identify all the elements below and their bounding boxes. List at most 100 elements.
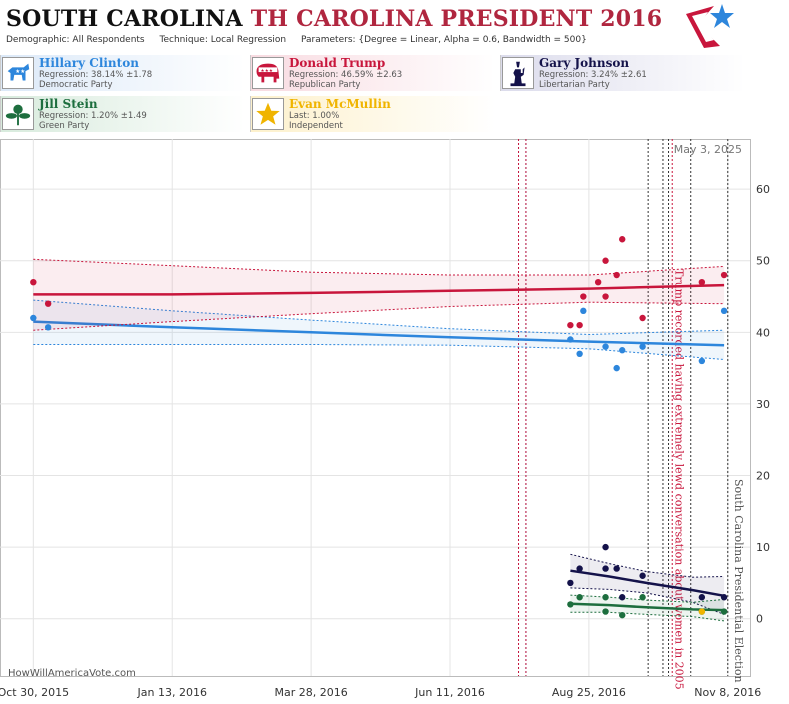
y-tick-label: 10: [756, 541, 770, 554]
title-race: TH CAROLINA PRESIDENT 2016: [250, 6, 663, 32]
x-tick-label: Jan 13, 2016: [137, 686, 207, 699]
data-point: [567, 579, 574, 587]
candidate-name: Gary Johnson: [539, 56, 630, 70]
y-tick-label: 50: [756, 255, 770, 268]
data-point: [30, 279, 37, 286]
data-point: [602, 543, 609, 551]
confidence-upper-line: [33, 299, 725, 336]
site-watermark: HowWillAmericaVote.com: [8, 668, 136, 679]
candidate-party: Libertarian Party: [539, 80, 610, 90]
data-point: [639, 572, 646, 579]
candidate-name: Hillary Clinton: [39, 56, 139, 70]
confidence-upper-line: [570, 553, 725, 578]
data-point: [613, 565, 620, 572]
parameters-bar: Demographic: All Respondents Technique: …: [6, 35, 599, 45]
data-point: [594, 279, 602, 286]
data-point: [567, 336, 574, 343]
event-annotation: South Carolina Presidential Election: [732, 479, 745, 683]
data-point: [602, 565, 609, 572]
data-point: [44, 300, 52, 307]
candidate-party: Green Party: [39, 121, 90, 131]
y-tick-label: 0: [756, 613, 763, 626]
data-point: [639, 343, 646, 350]
candidate-party: Republican Party: [289, 80, 361, 90]
candidate-card-stein: Jill Stein Regression: 1.20% ±1.49 Green…: [0, 96, 245, 132]
plot-area: [0, 139, 751, 677]
trend-line: [33, 320, 725, 347]
trend-line: [570, 569, 725, 598]
flower-icon: [2, 98, 34, 130]
confidence-band: [33, 259, 725, 331]
y-tick-label: 40: [756, 326, 770, 339]
candidate-regression: Regression: 38.14% ±1.78: [39, 70, 153, 80]
demographic-label: Demographic: All Respondents: [6, 35, 145, 45]
data-point: [720, 594, 728, 601]
event-annotation: Trump recorded having extremely lewd con…: [673, 269, 686, 690]
data-point: [619, 611, 626, 619]
x-tick-label: Mar 28, 2016: [274, 686, 347, 699]
confidence-band: [570, 554, 725, 615]
data-point: [698, 608, 706, 615]
star-icon: [252, 98, 284, 130]
confidence-band: [33, 300, 725, 360]
data-point: [602, 293, 609, 300]
x-tick-label: Oct 30, 2015: [0, 686, 69, 699]
parameters-label: Parameters: {Degree = Linear, Alpha = 0.…: [301, 35, 587, 45]
x-tick-label: Nov 8, 2016: [694, 686, 761, 699]
confidence-upper-line: [570, 594, 725, 603]
data-point: [567, 321, 574, 329]
data-point: [576, 321, 583, 329]
data-point: [698, 279, 706, 286]
data-point: [602, 257, 609, 264]
data-point: [720, 608, 728, 615]
confidence-lower-line: [570, 611, 725, 622]
data-point: [44, 324, 52, 331]
title-state: SOUTH CAROLINA: [6, 6, 243, 32]
svg-text:★★★: ★★★: [261, 68, 274, 74]
candidate-party: Democratic Party: [39, 80, 113, 90]
data-point: [567, 601, 574, 608]
y-tick-label: 20: [756, 470, 770, 483]
page-title: SOUTH CAROLINA TH CAROLINA PRESIDENT 201…: [6, 6, 662, 32]
data-point: [698, 357, 706, 365]
liberty-icon: [502, 57, 534, 89]
candidate-card-johnson: Gary Johnson Regression: 3.24% ±2.61 Lib…: [500, 55, 745, 91]
date-label: May 3, 2025: [674, 143, 742, 156]
data-point: [613, 364, 620, 372]
data-point: [580, 307, 587, 315]
data-point: [698, 594, 706, 601]
candidate-regression: Regression: 1.20% ±1.49: [39, 111, 147, 121]
site-logo-icon: [686, 4, 734, 48]
trend-line: [33, 283, 725, 296]
candidate-name: Jill Stein: [39, 97, 98, 111]
candidate-name: Donald Trump: [289, 56, 386, 70]
data-point: [602, 343, 609, 350]
candidate-card-mcmullin: Evan McMullin Last: 1.00% Independent: [250, 96, 495, 132]
data-point: [576, 594, 583, 601]
data-point: [619, 594, 626, 601]
y-tick-label: 30: [756, 398, 770, 411]
data-point: [613, 271, 620, 279]
data-point: [30, 314, 37, 322]
data-point: [720, 307, 728, 315]
data-point: [639, 594, 646, 601]
data-point: [580, 293, 587, 300]
y-tick-label: 60: [756, 183, 770, 196]
candidate-card-clinton: ★★ Hillary Clinton Regression: 38.14% ±1…: [0, 55, 245, 91]
candidate-party: Independent: [289, 121, 343, 131]
x-tick-label: Aug 25, 2016: [552, 686, 626, 699]
x-tick-label: Jun 11, 2016: [414, 686, 485, 699]
candidate-card-trump: ★★★ Donald Trump Regression: 46.59% ±2.6…: [250, 55, 495, 91]
donkey-icon: ★★: [2, 57, 34, 89]
poll-chart: 0 10 20 30 40 50 60 Oct 30, 2015 Jan 13, 2016 Mar…: [0, 139, 770, 699]
candidate-regression: Regression: 3.24% ±2.61: [539, 70, 647, 80]
data-point: [576, 565, 583, 572]
candidate-name: Evan McMullin: [289, 97, 391, 111]
confidence-lower-line: [570, 587, 725, 615]
data-point: [720, 271, 728, 279]
data-point: [602, 608, 609, 615]
candidate-regression: Regression: 46.59% ±2.63: [289, 70, 403, 80]
elephant-icon: ★★★: [252, 57, 284, 89]
svg-text:★★: ★★: [15, 68, 25, 75]
technique-label: Technique: Local Regression: [159, 35, 287, 45]
